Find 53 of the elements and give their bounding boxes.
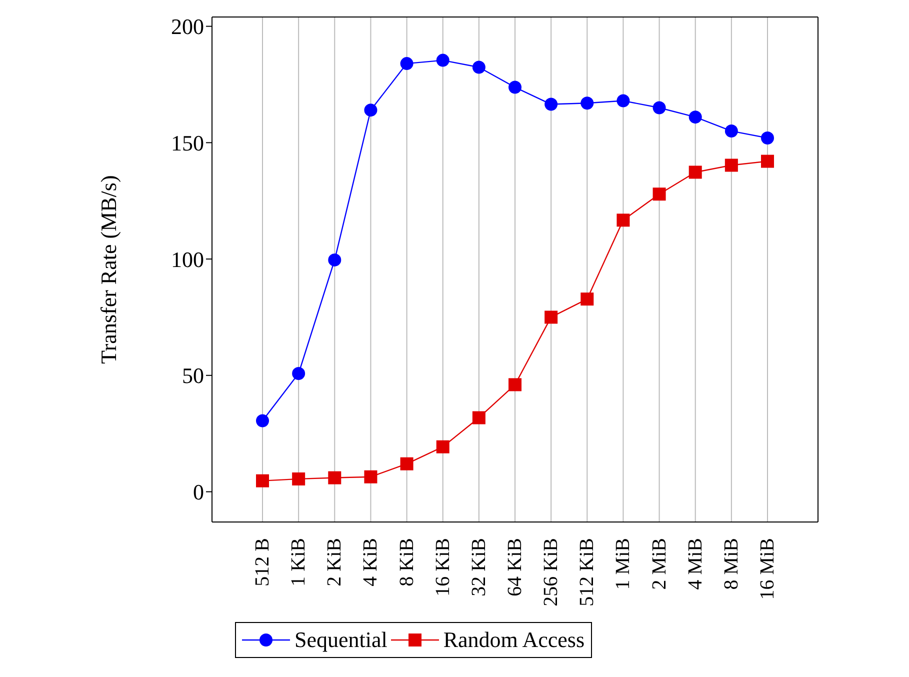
x-tick-label: 512 KiB: [576, 538, 598, 606]
point: [436, 54, 450, 67]
point: [761, 132, 774, 145]
point: [436, 440, 450, 454]
y-tick-label: 150: [171, 130, 204, 156]
point: [761, 154, 774, 168]
point: [292, 367, 306, 380]
point: [256, 414, 269, 428]
x-tick-label: 1 MiB: [612, 538, 634, 590]
x-tick-label: 2 KiB: [324, 538, 346, 586]
point: [292, 472, 306, 486]
point: [616, 94, 630, 108]
x-tick-label: 4 MiB: [684, 538, 706, 590]
y-axis-title: Transfer Rate (MB/s): [96, 175, 121, 364]
y-tick-label: 50: [182, 363, 204, 388]
point: [256, 474, 269, 488]
x-tick-label: 2 MiB: [648, 538, 670, 590]
x-tick-label: 64 KiB: [504, 538, 526, 596]
y-tick-label: 100: [171, 246, 204, 272]
point: [616, 214, 630, 227]
point: [508, 80, 522, 94]
y-tick-label: 200: [171, 14, 204, 40]
legend-label: Sequential: [294, 627, 388, 653]
point: [580, 292, 594, 306]
y-tick-label: 0: [193, 480, 204, 505]
point: [400, 457, 414, 470]
point: [688, 110, 702, 124]
point: [472, 411, 486, 424]
x-tick-label: 256 KiB: [540, 538, 562, 606]
point: [328, 471, 342, 484]
x-tick-label: 16 KiB: [432, 538, 454, 596]
x-tick-label: 4 KiB: [360, 538, 382, 586]
point: [580, 96, 594, 110]
point: [544, 98, 558, 111]
point: [508, 378, 522, 392]
point: [364, 470, 378, 484]
point: [652, 101, 666, 114]
x-tick-label: 16 MiB: [756, 538, 778, 600]
point: [652, 188, 666, 201]
x-tick-label: 32 KiB: [468, 538, 490, 596]
x-tick-label: 512 B: [252, 538, 274, 586]
x-tick-label: 8 KiB: [396, 538, 418, 586]
point: [724, 158, 738, 172]
point: [328, 253, 342, 266]
point: [688, 166, 702, 179]
point: [544, 310, 558, 324]
x-tick-label: 8 MiB: [720, 538, 742, 590]
point: [472, 60, 486, 74]
x-tick-label: 1 KiB: [288, 538, 310, 586]
point: [364, 104, 378, 117]
legend-label: Random Access: [443, 627, 585, 653]
point: [400, 57, 414, 70]
point: [724, 124, 738, 138]
